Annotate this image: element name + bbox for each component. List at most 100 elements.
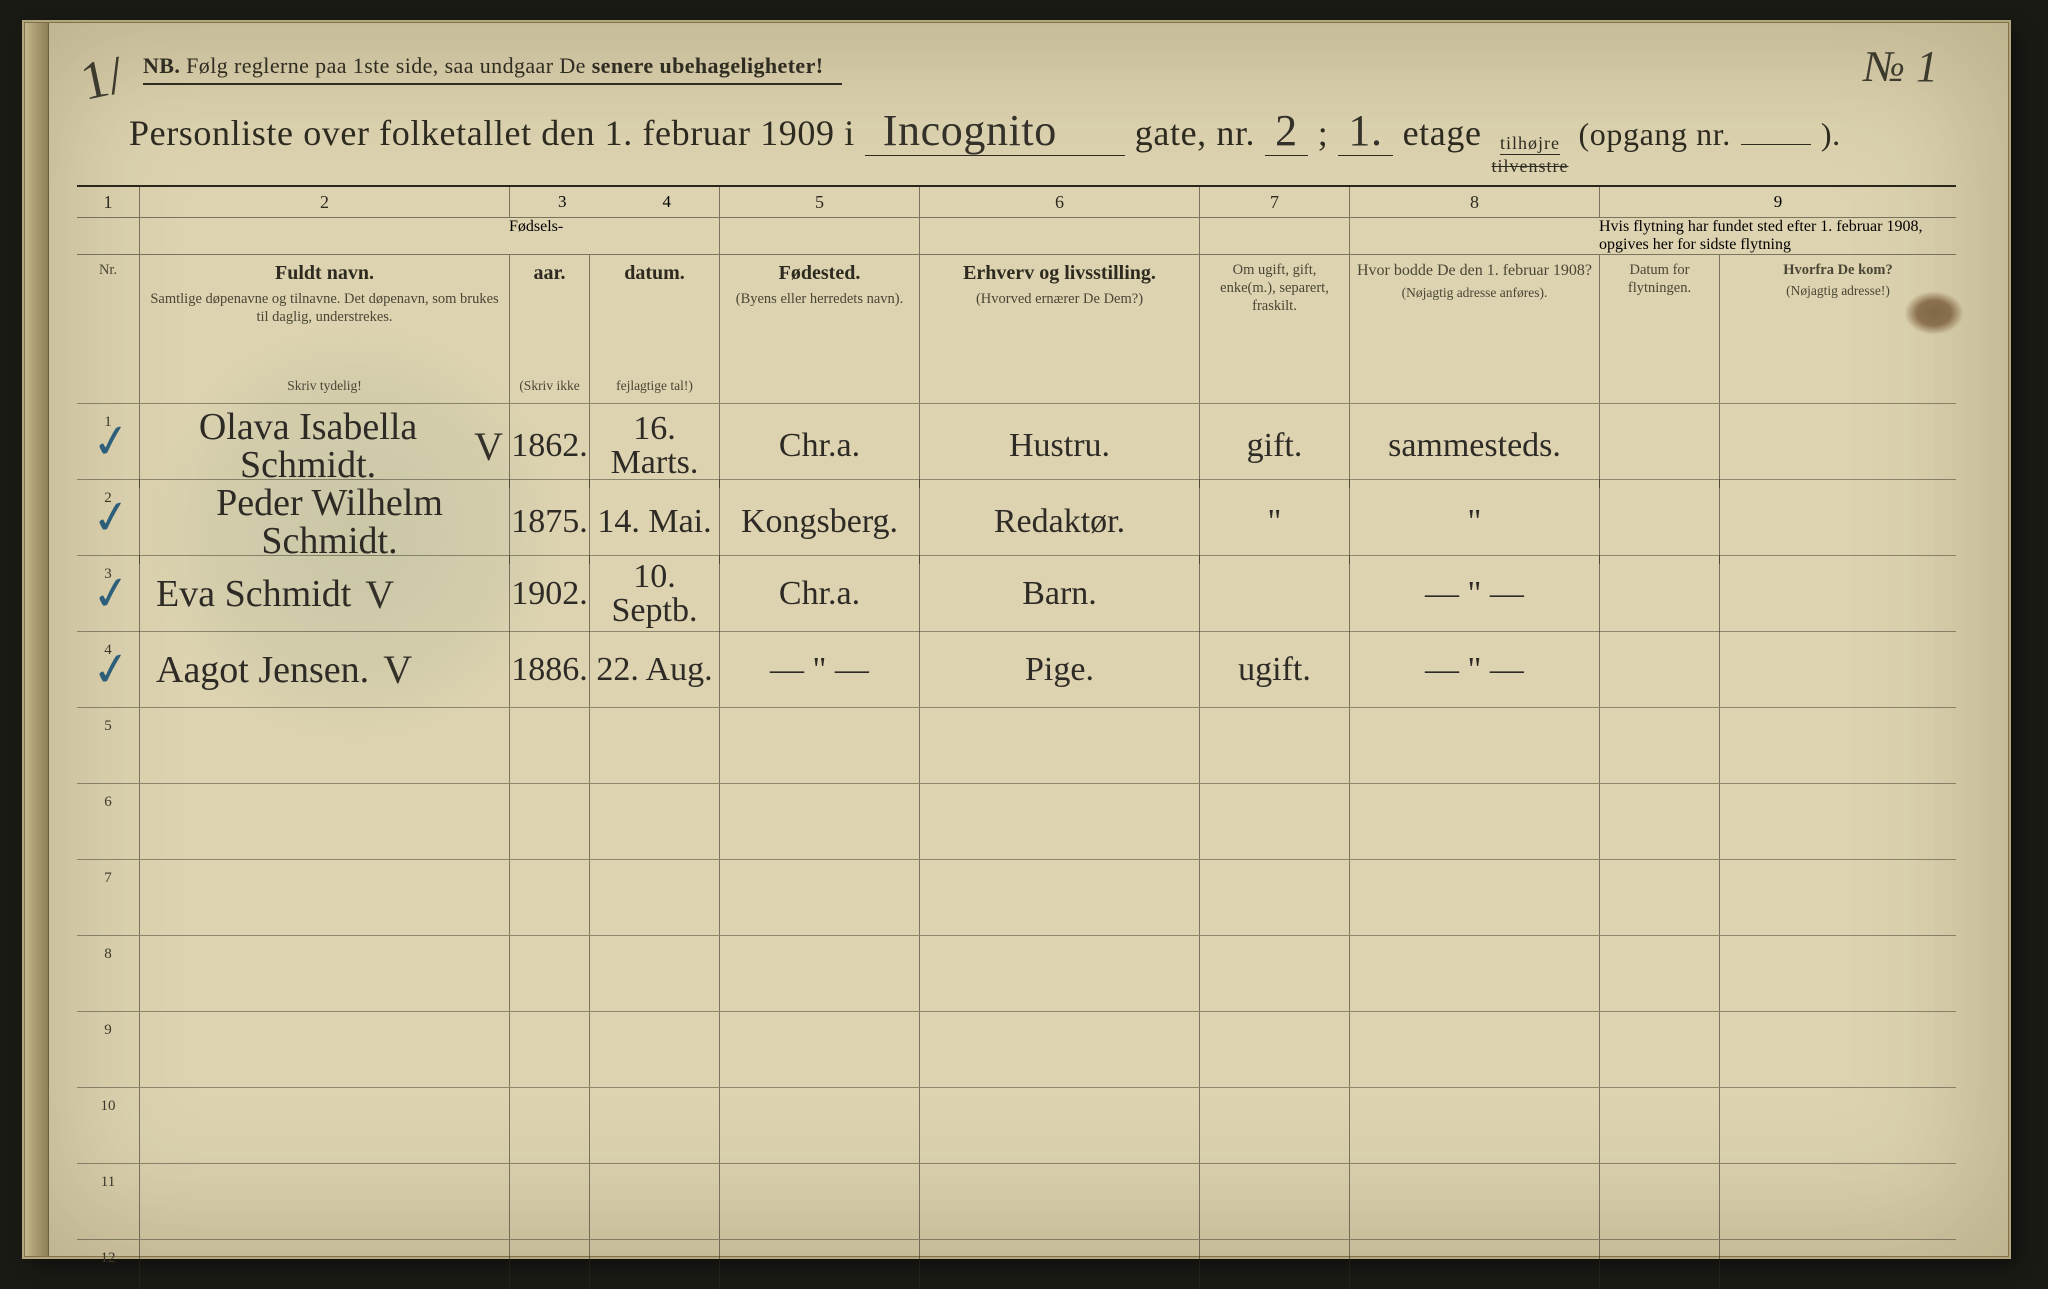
hdr-bodde: Hvor bodde De den 1. februar 1908? (Nøja… — [1349, 255, 1599, 403]
cell-nr: 5 — [77, 708, 139, 783]
census-form-page: 1/ № 1 NB. Følg reglerne paa 1ste side, … — [24, 22, 2009, 1257]
cell-fodested — [719, 1240, 919, 1289]
cell-name — [139, 784, 509, 859]
row-number-printed: 8 — [104, 946, 112, 963]
cell-name — [139, 1088, 509, 1163]
nb-prefix: NB. — [143, 53, 180, 78]
occupation: Pige. — [1025, 653, 1094, 687]
check-mark-icon: ✓ — [88, 488, 134, 547]
cell-datum — [589, 1088, 719, 1163]
cell-name: ✓ Eva Schmidt V — [139, 556, 509, 632]
hdr-bodde-main: Hvor bodde De den 1. februar 1908? — [1357, 261, 1592, 281]
marital-status: " — [1268, 505, 1282, 539]
header-group-row: Fødsels- Hvis flytning har fundet sted e… — [77, 217, 1956, 254]
colnum-4: 4 — [615, 192, 720, 212]
birth-year: 1862. — [511, 429, 588, 463]
title-part-6: ). — [1821, 116, 1841, 153]
cell-datum — [589, 1240, 719, 1289]
nb-warning-line: NB. Følg reglerne paa 1ste side, saa und… — [143, 53, 842, 85]
cell-flyt-datum — [1599, 784, 1719, 859]
cell-bodde: — " — — [1349, 632, 1599, 707]
title-part-3: ; — [1318, 112, 1329, 154]
cell-aar — [509, 1088, 589, 1163]
colnum-8: 8 — [1349, 187, 1599, 217]
check-mark-icon: ✓ — [88, 412, 134, 471]
cell-nr: 8 — [77, 936, 139, 1011]
hdr-nr-label: Nr. — [99, 261, 117, 279]
cell-nr: 7 — [77, 860, 139, 935]
colnum-2: 2 — [139, 187, 509, 217]
cell-flyt-datum — [1599, 860, 1719, 935]
cell-flyt-datum — [1599, 632, 1719, 707]
row-number-printed: 12 — [101, 1250, 116, 1267]
name-suffix-mark: V — [365, 571, 394, 618]
cell-fodested — [719, 784, 919, 859]
cell-datum: 14. Mai. — [589, 480, 719, 564]
table-row: 2 ✓ Peder Wilhelm Schmidt. 1875. 14. Mai… — [77, 479, 1956, 555]
hdr-flytning-group: Hvis flytning har fundet sted efter 1. f… — [1599, 218, 1956, 254]
hdr-status: Om ugift, gift, enke(m.), separert, fras… — [1199, 255, 1349, 403]
cell-datum — [589, 784, 719, 859]
cell-bodde — [1349, 784, 1599, 859]
colnum-3-4: 3 4 — [509, 187, 719, 217]
cell-erhverv — [919, 860, 1199, 935]
hdr-fodested: Fødested. (Byens eller herredets navn). — [719, 255, 919, 403]
hdr-fodsels-tiny-a: (Skriv ikke — [519, 378, 579, 395]
marital-status: gift. — [1247, 429, 1303, 463]
colnum-7: 7 — [1199, 187, 1349, 217]
table-row: 10 — [77, 1087, 1956, 1163]
nb-text-a: Følg reglerne paa 1ste side, saa undgaar… — [186, 53, 592, 78]
nb-text-b: senere ubehageligheter! — [592, 53, 824, 78]
cell-status — [1199, 784, 1349, 859]
cell-flyt-datum — [1599, 1012, 1719, 1087]
cell-name — [139, 860, 509, 935]
hdr-blank-sted — [719, 218, 919, 254]
cell-fodested — [719, 1088, 919, 1163]
cell-name: ✓ Olava Isabella Schmidt. V — [139, 404, 509, 488]
cell-flyt-datum — [1599, 1164, 1719, 1239]
cell-aar — [509, 784, 589, 859]
cell-erhverv — [919, 1012, 1199, 1087]
hdr-erhverv-main: Erhverv og livsstilling. — [963, 261, 1156, 286]
hdr-blank-erhverv — [919, 218, 1199, 254]
row-number-printed: 11 — [101, 1174, 115, 1191]
row-number-printed: 5 — [104, 718, 112, 735]
title-part-1: Personliste over folketallet den 1. febr… — [129, 112, 855, 154]
table-row: 9 — [77, 1011, 1956, 1087]
occupation: Hustru. — [1009, 429, 1110, 463]
cell-name: ✓ Peder Wilhelm Schmidt. — [139, 480, 509, 564]
cell-flyt-hvorfra — [1719, 784, 1956, 859]
cell-flyt-datum — [1599, 1240, 1719, 1289]
colnum-9: 9 — [1599, 187, 1956, 217]
hdr-fodsels-tiny-b: fejlagtige tal!) — [616, 378, 693, 395]
name-suffix-mark: V — [383, 646, 412, 693]
person-name: Peder Wilhelm Schmidt. — [156, 484, 503, 560]
form-title-line: Personliste over folketallet den 1. febr… — [129, 109, 1964, 171]
cell-fodested — [719, 860, 919, 935]
cell-datum — [589, 708, 719, 783]
name-suffix-mark: V — [474, 423, 503, 470]
prev-address: sammesteds. — [1388, 429, 1561, 463]
cell-flyt-datum — [1599, 404, 1719, 488]
cell-fodested: Kongsberg. — [719, 480, 919, 564]
birth-year: 1875. — [511, 505, 588, 539]
hdr-name-tiny: Skriv tydelig! — [287, 378, 362, 395]
census-table: 1 2 3 4 5 6 7 8 9 Fødsels- Hvis flytning… — [77, 185, 1956, 1289]
hdr-fodsels-group: Fødsels- — [509, 218, 719, 254]
row-number-printed: 7 — [104, 870, 112, 887]
table-row: 5 — [77, 707, 1956, 783]
cell-aar: 1862. — [509, 404, 589, 488]
cell-name: ✓ Aagot Jensen. V — [139, 632, 509, 707]
cell-aar: 1902. — [509, 556, 589, 632]
hdr-status-text: Om ugift, gift, enke(m.), separert, fras… — [1206, 261, 1343, 315]
cell-status — [1199, 1088, 1349, 1163]
hdr-datum: datum. fejlagtige tal!) — [589, 255, 719, 403]
cell-aar: 1875. — [509, 480, 589, 564]
sheet-number: № 1 — [1864, 41, 1939, 92]
birth-date: 16. Marts. — [596, 412, 713, 480]
cell-flyt-hvorfra — [1719, 404, 1956, 488]
birth-date: 14. Mai. — [597, 505, 711, 539]
hdr-blank-bodde — [1349, 218, 1599, 254]
cell-flyt-hvorfra — [1719, 480, 1956, 564]
table-row: 12 — [77, 1239, 1956, 1289]
